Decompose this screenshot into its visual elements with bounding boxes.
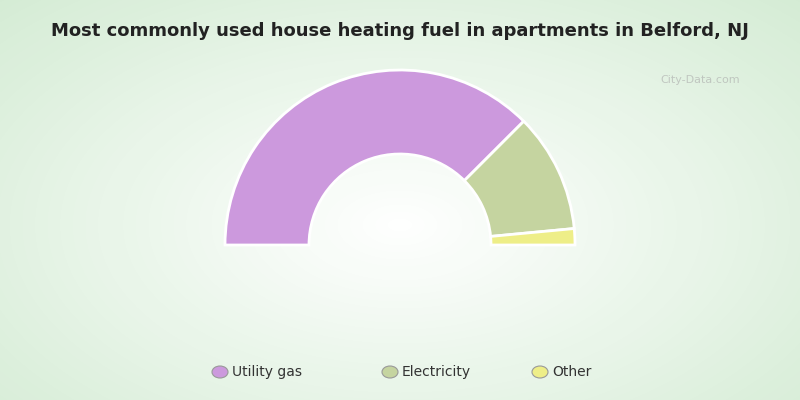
Wedge shape bbox=[490, 228, 575, 245]
Text: Most commonly used house heating fuel in apartments in Belford, NJ: Most commonly used house heating fuel in… bbox=[51, 22, 749, 40]
Ellipse shape bbox=[148, 85, 652, 365]
Ellipse shape bbox=[186, 106, 614, 344]
Ellipse shape bbox=[212, 366, 228, 378]
Text: Other: Other bbox=[552, 365, 591, 379]
Ellipse shape bbox=[47, 29, 753, 400]
Ellipse shape bbox=[224, 127, 577, 323]
Ellipse shape bbox=[161, 92, 639, 358]
Ellipse shape bbox=[22, 15, 778, 400]
Ellipse shape bbox=[211, 120, 589, 330]
Text: Utility gas: Utility gas bbox=[232, 365, 302, 379]
Ellipse shape bbox=[387, 218, 413, 232]
Ellipse shape bbox=[299, 169, 501, 281]
Wedge shape bbox=[464, 121, 574, 236]
Ellipse shape bbox=[274, 155, 526, 295]
Ellipse shape bbox=[85, 50, 715, 400]
Ellipse shape bbox=[325, 183, 475, 267]
Ellipse shape bbox=[236, 134, 564, 316]
Ellipse shape bbox=[337, 190, 463, 260]
Ellipse shape bbox=[312, 176, 488, 274]
Ellipse shape bbox=[374, 211, 426, 239]
Ellipse shape bbox=[382, 366, 398, 378]
Ellipse shape bbox=[72, 43, 728, 400]
Text: City-Data.com: City-Data.com bbox=[660, 75, 740, 85]
Ellipse shape bbox=[350, 197, 450, 253]
Ellipse shape bbox=[123, 71, 677, 379]
Ellipse shape bbox=[249, 141, 551, 309]
Ellipse shape bbox=[98, 57, 702, 393]
Ellipse shape bbox=[10, 8, 790, 400]
Ellipse shape bbox=[34, 22, 766, 400]
Ellipse shape bbox=[60, 36, 740, 400]
Ellipse shape bbox=[362, 204, 438, 246]
Ellipse shape bbox=[110, 64, 690, 386]
Wedge shape bbox=[225, 70, 524, 245]
Ellipse shape bbox=[532, 366, 548, 378]
Ellipse shape bbox=[198, 113, 602, 337]
Ellipse shape bbox=[173, 99, 627, 351]
Text: Electricity: Electricity bbox=[402, 365, 471, 379]
Ellipse shape bbox=[135, 78, 665, 372]
Ellipse shape bbox=[286, 162, 514, 288]
Ellipse shape bbox=[262, 148, 538, 302]
